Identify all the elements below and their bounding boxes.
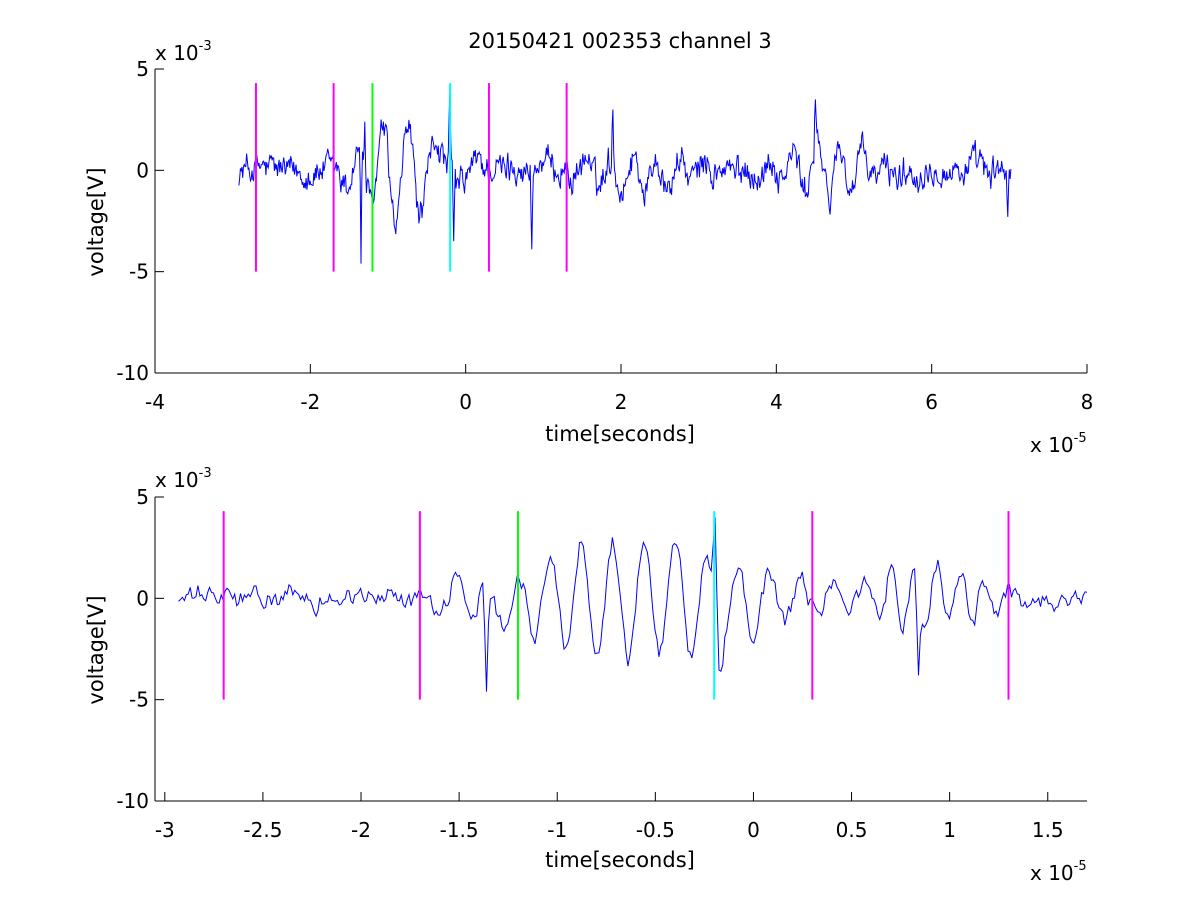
top-x-tick-label: -2 — [300, 390, 320, 414]
top-x-tick-label: 8 — [1081, 390, 1094, 414]
top-x-tick-label: 2 — [615, 390, 628, 414]
bottom-y-multiplier: x 10-3 — [155, 466, 212, 492]
top-y-axis-label: voltage[V] — [84, 167, 108, 276]
bottom-signal-line — [178, 517, 1088, 692]
top-plot: -4 -2 0 2 4 6 8 -10 -5 0 5 time[seconds] voltage[V… — [84, 39, 1093, 457]
top-x-tick-label: 6 — [925, 390, 938, 414]
bottom-y-tick-label: -10 — [116, 789, 149, 813]
bottom-y-axis-label: voltage[V] — [84, 595, 108, 704]
bottom-x-tick-label: 1.5 — [1032, 818, 1064, 842]
top-x-tick-label: 4 — [770, 390, 783, 414]
top-y-tick-label: 5 — [136, 57, 149, 81]
bottom-plot-area: -3 -2.5 -2 -1.5 -1 -0.5 0 0.5 1 1.5 -10 -5 0 5 — [116, 485, 1088, 842]
bottom-x-tick-label: 0.5 — [836, 818, 868, 842]
top-signal-line — [238, 89, 1012, 264]
bottom-plot: -3 -2.5 -2 -1.5 -1 -0.5 0 0.5 1 1.5 -10 -5 0 5 time[s… — [84, 466, 1088, 885]
bottom-x-tick-label: 0 — [747, 818, 760, 842]
top-x-axis-label: time[seconds] — [545, 422, 695, 446]
bottom-x-tick-label: -3 — [155, 818, 175, 842]
bottom-x-tick-label: -0.5 — [636, 818, 675, 842]
bottom-x-tick-label: -1.5 — [440, 818, 479, 842]
bottom-x-tick-label: 1 — [943, 818, 956, 842]
bottom-x-tick-label: -2.5 — [243, 818, 282, 842]
bottom-x-multiplier: x 10-5 — [1030, 859, 1087, 885]
bottom-y-tick-label: 0 — [136, 586, 149, 610]
top-y-tick-label: -10 — [116, 361, 149, 385]
top-y-tick-label: 0 — [136, 158, 149, 182]
top-plot-area: -4 -2 0 2 4 6 8 -10 -5 0 5 — [116, 57, 1093, 414]
top-x-tick-label: -4 — [145, 390, 165, 414]
figure-title: 20150421 002353 channel 3 — [468, 29, 772, 53]
top-y-tick-label: -5 — [129, 260, 149, 284]
top-x-tick-label: 0 — [459, 390, 472, 414]
bottom-y-tick-label: -5 — [129, 688, 149, 712]
bottom-x-axis-label: time[seconds] — [545, 848, 695, 872]
bottom-x-tick-label: -1 — [547, 818, 567, 842]
top-y-multiplier: x 10-3 — [155, 39, 212, 65]
bottom-y-tick-label: 5 — [136, 485, 149, 509]
bottom-x-tick-label: -2 — [351, 818, 371, 842]
top-x-multiplier: x 10-5 — [1030, 431, 1087, 457]
